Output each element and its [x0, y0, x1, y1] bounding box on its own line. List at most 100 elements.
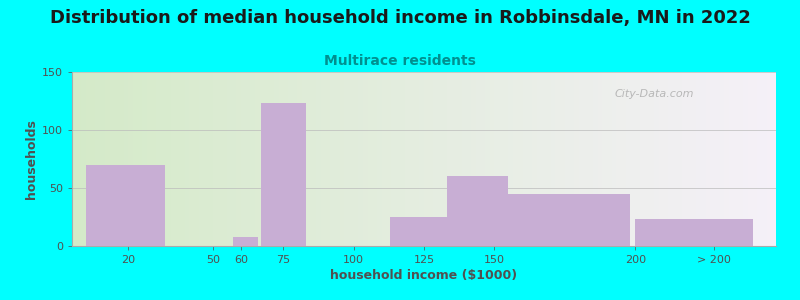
- Bar: [142, 72, 147, 246]
- Bar: [635, 72, 640, 246]
- Bar: [485, 72, 490, 246]
- Bar: [658, 72, 663, 246]
- Bar: [434, 72, 438, 246]
- Bar: [401, 72, 406, 246]
- Bar: [298, 72, 302, 246]
- Bar: [363, 72, 368, 246]
- Bar: [630, 72, 635, 246]
- Bar: [494, 72, 499, 246]
- Bar: [269, 72, 274, 246]
- Bar: [344, 72, 349, 246]
- Bar: [358, 72, 363, 246]
- Bar: [227, 72, 231, 246]
- Bar: [546, 72, 550, 246]
- Bar: [72, 72, 77, 246]
- Bar: [542, 72, 546, 246]
- Bar: [330, 72, 335, 246]
- X-axis label: household income ($1000): household income ($1000): [330, 269, 518, 282]
- Bar: [766, 72, 771, 246]
- Bar: [86, 72, 90, 246]
- Bar: [128, 72, 133, 246]
- Bar: [527, 72, 532, 246]
- Bar: [316, 72, 321, 246]
- Bar: [349, 72, 354, 246]
- Bar: [480, 72, 485, 246]
- Bar: [762, 72, 766, 246]
- Bar: [734, 72, 738, 246]
- Bar: [190, 72, 194, 246]
- Bar: [335, 72, 339, 246]
- Bar: [424, 72, 429, 246]
- Bar: [724, 72, 729, 246]
- Bar: [452, 72, 457, 246]
- Text: Distribution of median household income in Robbinsdale, MN in 2022: Distribution of median household income …: [50, 9, 750, 27]
- Bar: [621, 72, 626, 246]
- Bar: [260, 72, 265, 246]
- Bar: [147, 72, 152, 246]
- Bar: [738, 72, 743, 246]
- Bar: [161, 72, 166, 246]
- Text: Multirace residents: Multirace residents: [324, 54, 476, 68]
- Bar: [668, 72, 673, 246]
- Bar: [504, 72, 509, 246]
- Bar: [293, 72, 298, 246]
- Bar: [274, 72, 278, 246]
- Bar: [241, 72, 246, 246]
- Bar: [261, 103, 306, 246]
- Bar: [119, 72, 124, 246]
- Bar: [518, 72, 522, 246]
- Bar: [391, 72, 396, 246]
- Bar: [326, 72, 330, 246]
- Bar: [532, 72, 537, 246]
- Bar: [288, 72, 293, 246]
- Bar: [583, 72, 588, 246]
- Bar: [233, 237, 258, 246]
- Bar: [311, 72, 316, 246]
- Bar: [86, 165, 165, 246]
- Bar: [650, 72, 654, 246]
- Bar: [180, 72, 185, 246]
- Bar: [110, 72, 114, 246]
- Bar: [753, 72, 758, 246]
- Bar: [152, 72, 157, 246]
- Bar: [687, 72, 691, 246]
- Bar: [218, 72, 222, 246]
- Bar: [306, 72, 311, 246]
- Bar: [396, 72, 401, 246]
- Bar: [565, 72, 570, 246]
- Bar: [537, 72, 542, 246]
- Bar: [194, 72, 198, 246]
- Bar: [490, 72, 494, 246]
- Bar: [560, 72, 565, 246]
- Bar: [124, 72, 128, 246]
- Bar: [213, 72, 218, 246]
- Bar: [77, 72, 82, 246]
- Bar: [574, 72, 579, 246]
- Bar: [626, 72, 630, 246]
- Bar: [198, 72, 203, 246]
- Bar: [748, 72, 753, 246]
- Bar: [522, 72, 527, 246]
- Bar: [429, 72, 434, 246]
- Bar: [90, 72, 95, 246]
- Bar: [696, 72, 701, 246]
- Bar: [100, 72, 105, 246]
- Bar: [250, 72, 255, 246]
- Bar: [593, 72, 598, 246]
- Bar: [555, 72, 560, 246]
- Bar: [382, 72, 386, 246]
- Bar: [236, 72, 241, 246]
- Bar: [246, 72, 250, 246]
- Bar: [166, 72, 170, 246]
- Bar: [550, 72, 555, 246]
- Bar: [208, 72, 213, 246]
- Bar: [678, 72, 682, 246]
- Y-axis label: households: households: [25, 119, 38, 199]
- Bar: [617, 72, 621, 246]
- Bar: [386, 72, 391, 246]
- Bar: [715, 72, 720, 246]
- Bar: [673, 72, 678, 246]
- Bar: [570, 72, 574, 246]
- Bar: [231, 72, 236, 246]
- Bar: [95, 72, 100, 246]
